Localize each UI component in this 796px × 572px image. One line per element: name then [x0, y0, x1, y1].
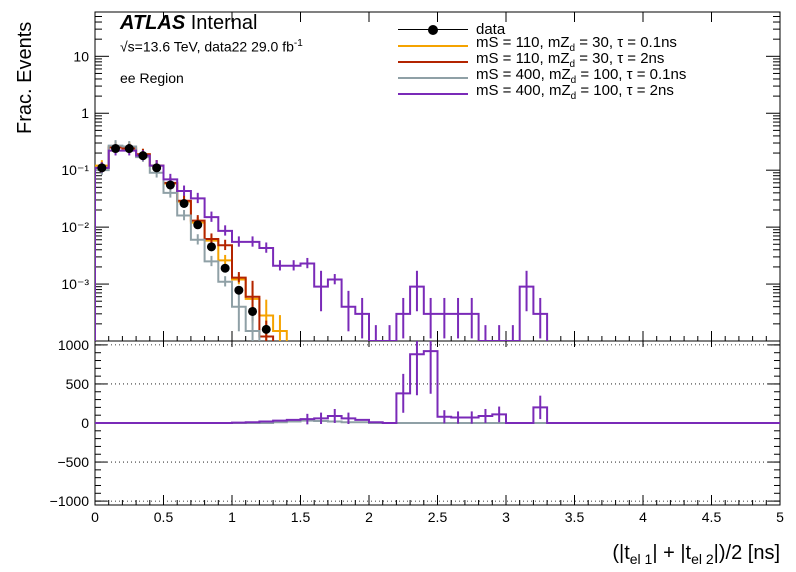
- y-tick-label: 0: [81, 415, 89, 431]
- legend-swatch: [398, 86, 468, 102]
- data-point: [111, 144, 121, 154]
- series-2-bottom: [95, 341, 780, 425]
- legend-item-data: data: [398, 22, 686, 38]
- x-tick-label: 2.5: [428, 509, 448, 525]
- x-tick-label: 4.5: [702, 509, 722, 525]
- region-label: ee Region: [120, 70, 184, 86]
- atlas-label: ATLAS Internal: [120, 12, 258, 34]
- legend-item-series-3: mS = 400, mZd = 100, τ = 0.1ns: [398, 66, 687, 87]
- y-tick-label: −1000: [50, 493, 90, 509]
- energy-label: √s=13.6 TeV, data22 29.0 fb-1: [120, 38, 303, 55]
- data-point: [220, 263, 230, 273]
- histogram-line: [95, 149, 549, 341]
- x-tick-label: 1: [228, 509, 236, 525]
- y-tick-label: 10⁻³: [61, 276, 89, 292]
- legend-item-series-2: mS = 110, mZd = 30, τ = 2ns: [398, 50, 686, 71]
- y-tick-label: 1000: [58, 337, 89, 353]
- y-tick-label: 500: [66, 376, 90, 392]
- legend-swatch: [398, 70, 468, 86]
- legend-item-series-1: mS = 110, mZd = 30, τ = 0.1ns: [398, 34, 686, 55]
- y-axis-label: Frac. Events: [14, 21, 36, 134]
- y-tick-label: −500: [57, 454, 89, 470]
- x-tick-label: 0.5: [154, 509, 174, 525]
- legend-swatch: [398, 54, 468, 70]
- histogram-line: [95, 144, 261, 341]
- data-point: [261, 324, 271, 334]
- legend-label: mS = 400, mZd = 100, τ = 2ns: [476, 82, 674, 103]
- data-point: [248, 306, 258, 316]
- x-tick-label: 5: [776, 509, 784, 525]
- legend-label: mS = 110, mZd = 30, τ = 2ns: [476, 50, 665, 71]
- data-point: [234, 285, 244, 295]
- y-tick-label: 1: [81, 105, 89, 121]
- y-tick-label: 10⁻¹: [61, 162, 89, 178]
- data-points: [97, 144, 271, 334]
- x-tick-label: 2: [365, 509, 373, 525]
- x-tick-label: 3: [502, 509, 510, 525]
- x-tick-label: 0: [91, 509, 99, 525]
- series-4-top: [95, 145, 549, 341]
- data-point: [193, 220, 203, 230]
- data-point: [97, 163, 107, 173]
- legend: data mS = 110, mZd = 30, τ = 0.1ns mS = …: [398, 22, 686, 102]
- x-axis-label: (|tel 1| + |tel 2|)/2 [ns]: [612, 542, 780, 567]
- y-tick-label: 10⁻²: [61, 219, 89, 235]
- data-point: [206, 242, 216, 252]
- x-tick-label: 4: [639, 509, 647, 525]
- x-tick-label: 3.5: [565, 509, 585, 525]
- legend-label: data: [476, 21, 506, 38]
- legend-swatch: [398, 38, 468, 54]
- histogram-line: [95, 145, 288, 341]
- series-3-top: [95, 140, 261, 341]
- series-1-top: [95, 141, 288, 341]
- x-tick-label: 1.5: [291, 509, 311, 525]
- data-point: [138, 151, 148, 161]
- legend-label: mS = 400, mZd = 100, τ = 0.1ns: [476, 66, 687, 87]
- data-point: [124, 144, 134, 154]
- ratio-line: [95, 350, 780, 424]
- legend-item-series-4: mS = 400, mZd = 100, τ = 2ns: [398, 82, 686, 103]
- y-tick-label: 10: [73, 48, 89, 64]
- legend-marker-data: [398, 22, 468, 38]
- data-point: [152, 163, 162, 173]
- data-point: [179, 198, 189, 208]
- data-point: [165, 180, 175, 190]
- legend-label: mS = 110, mZd = 30, τ = 0.1ns: [476, 34, 677, 55]
